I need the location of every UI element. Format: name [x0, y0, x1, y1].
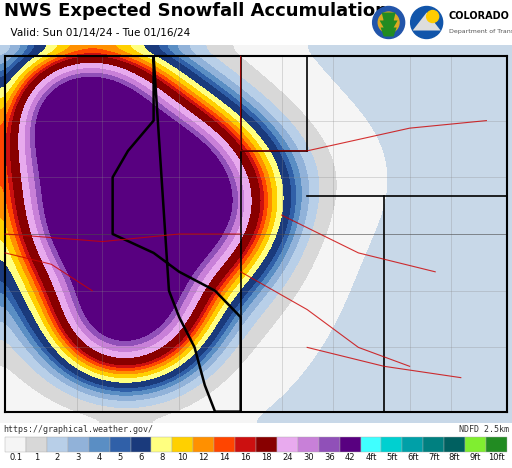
Bar — [47, 437, 68, 452]
Text: COLORADO: COLORADO — [449, 11, 509, 21]
Circle shape — [373, 7, 404, 38]
Text: 16: 16 — [240, 453, 251, 462]
Text: 10: 10 — [178, 453, 188, 462]
Bar — [235, 437, 256, 452]
Bar — [444, 437, 465, 452]
Text: NDFD 2.5km: NDFD 2.5km — [459, 425, 509, 434]
Circle shape — [411, 7, 443, 38]
Text: NWS Expected Snowfall Accumulation: NWS Expected Snowfall Accumulation — [4, 2, 388, 20]
Bar — [5, 437, 26, 452]
Bar — [465, 437, 486, 452]
Bar — [423, 437, 444, 452]
Bar — [241, 45, 512, 423]
Bar — [173, 437, 194, 452]
Text: 5ft: 5ft — [386, 453, 398, 462]
Bar — [214, 437, 235, 452]
Text: 10ft: 10ft — [488, 453, 505, 462]
Bar — [339, 437, 360, 452]
Bar — [0, 302, 241, 423]
Bar — [152, 437, 173, 452]
Text: 8: 8 — [159, 453, 164, 462]
Bar — [256, 437, 277, 452]
Bar — [89, 437, 110, 452]
Text: 18: 18 — [261, 453, 272, 462]
Bar — [360, 437, 381, 452]
Bar — [26, 437, 47, 452]
Bar — [194, 437, 214, 452]
Text: 0.1: 0.1 — [9, 453, 22, 462]
Circle shape — [384, 18, 393, 27]
Text: 6: 6 — [138, 453, 144, 462]
Text: Department of Transportation: Department of Transportation — [449, 29, 512, 34]
Polygon shape — [379, 13, 398, 37]
Bar — [110, 437, 131, 452]
Bar — [318, 437, 339, 452]
Text: 7ft: 7ft — [428, 453, 439, 462]
Bar — [381, 437, 402, 452]
Text: 5: 5 — [117, 453, 123, 462]
Text: 24: 24 — [282, 453, 293, 462]
Text: 42: 42 — [345, 453, 355, 462]
Text: 8ft: 8ft — [449, 453, 460, 462]
Text: 4: 4 — [97, 453, 102, 462]
Polygon shape — [413, 13, 441, 30]
Text: 3: 3 — [76, 453, 81, 462]
Bar — [68, 437, 89, 452]
Text: 36: 36 — [324, 453, 334, 462]
Text: https://graphical.weather.gov/: https://graphical.weather.gov/ — [3, 425, 153, 434]
Bar — [402, 437, 423, 452]
Text: 12: 12 — [199, 453, 209, 462]
Text: 9ft: 9ft — [470, 453, 481, 462]
Bar — [277, 437, 298, 452]
Bar — [486, 437, 507, 452]
Text: 14: 14 — [219, 453, 230, 462]
Text: Valid: Sun 01/14/24 - Tue 01/16/24: Valid: Sun 01/14/24 - Tue 01/16/24 — [4, 28, 190, 38]
Text: 2: 2 — [55, 453, 60, 462]
Text: 4ft: 4ft — [365, 453, 377, 462]
Circle shape — [378, 12, 399, 33]
Text: 30: 30 — [303, 453, 313, 462]
Bar — [298, 437, 318, 452]
Circle shape — [426, 10, 439, 22]
Bar — [131, 437, 152, 452]
Text: 6ft: 6ft — [407, 453, 418, 462]
Text: 1: 1 — [34, 453, 39, 462]
